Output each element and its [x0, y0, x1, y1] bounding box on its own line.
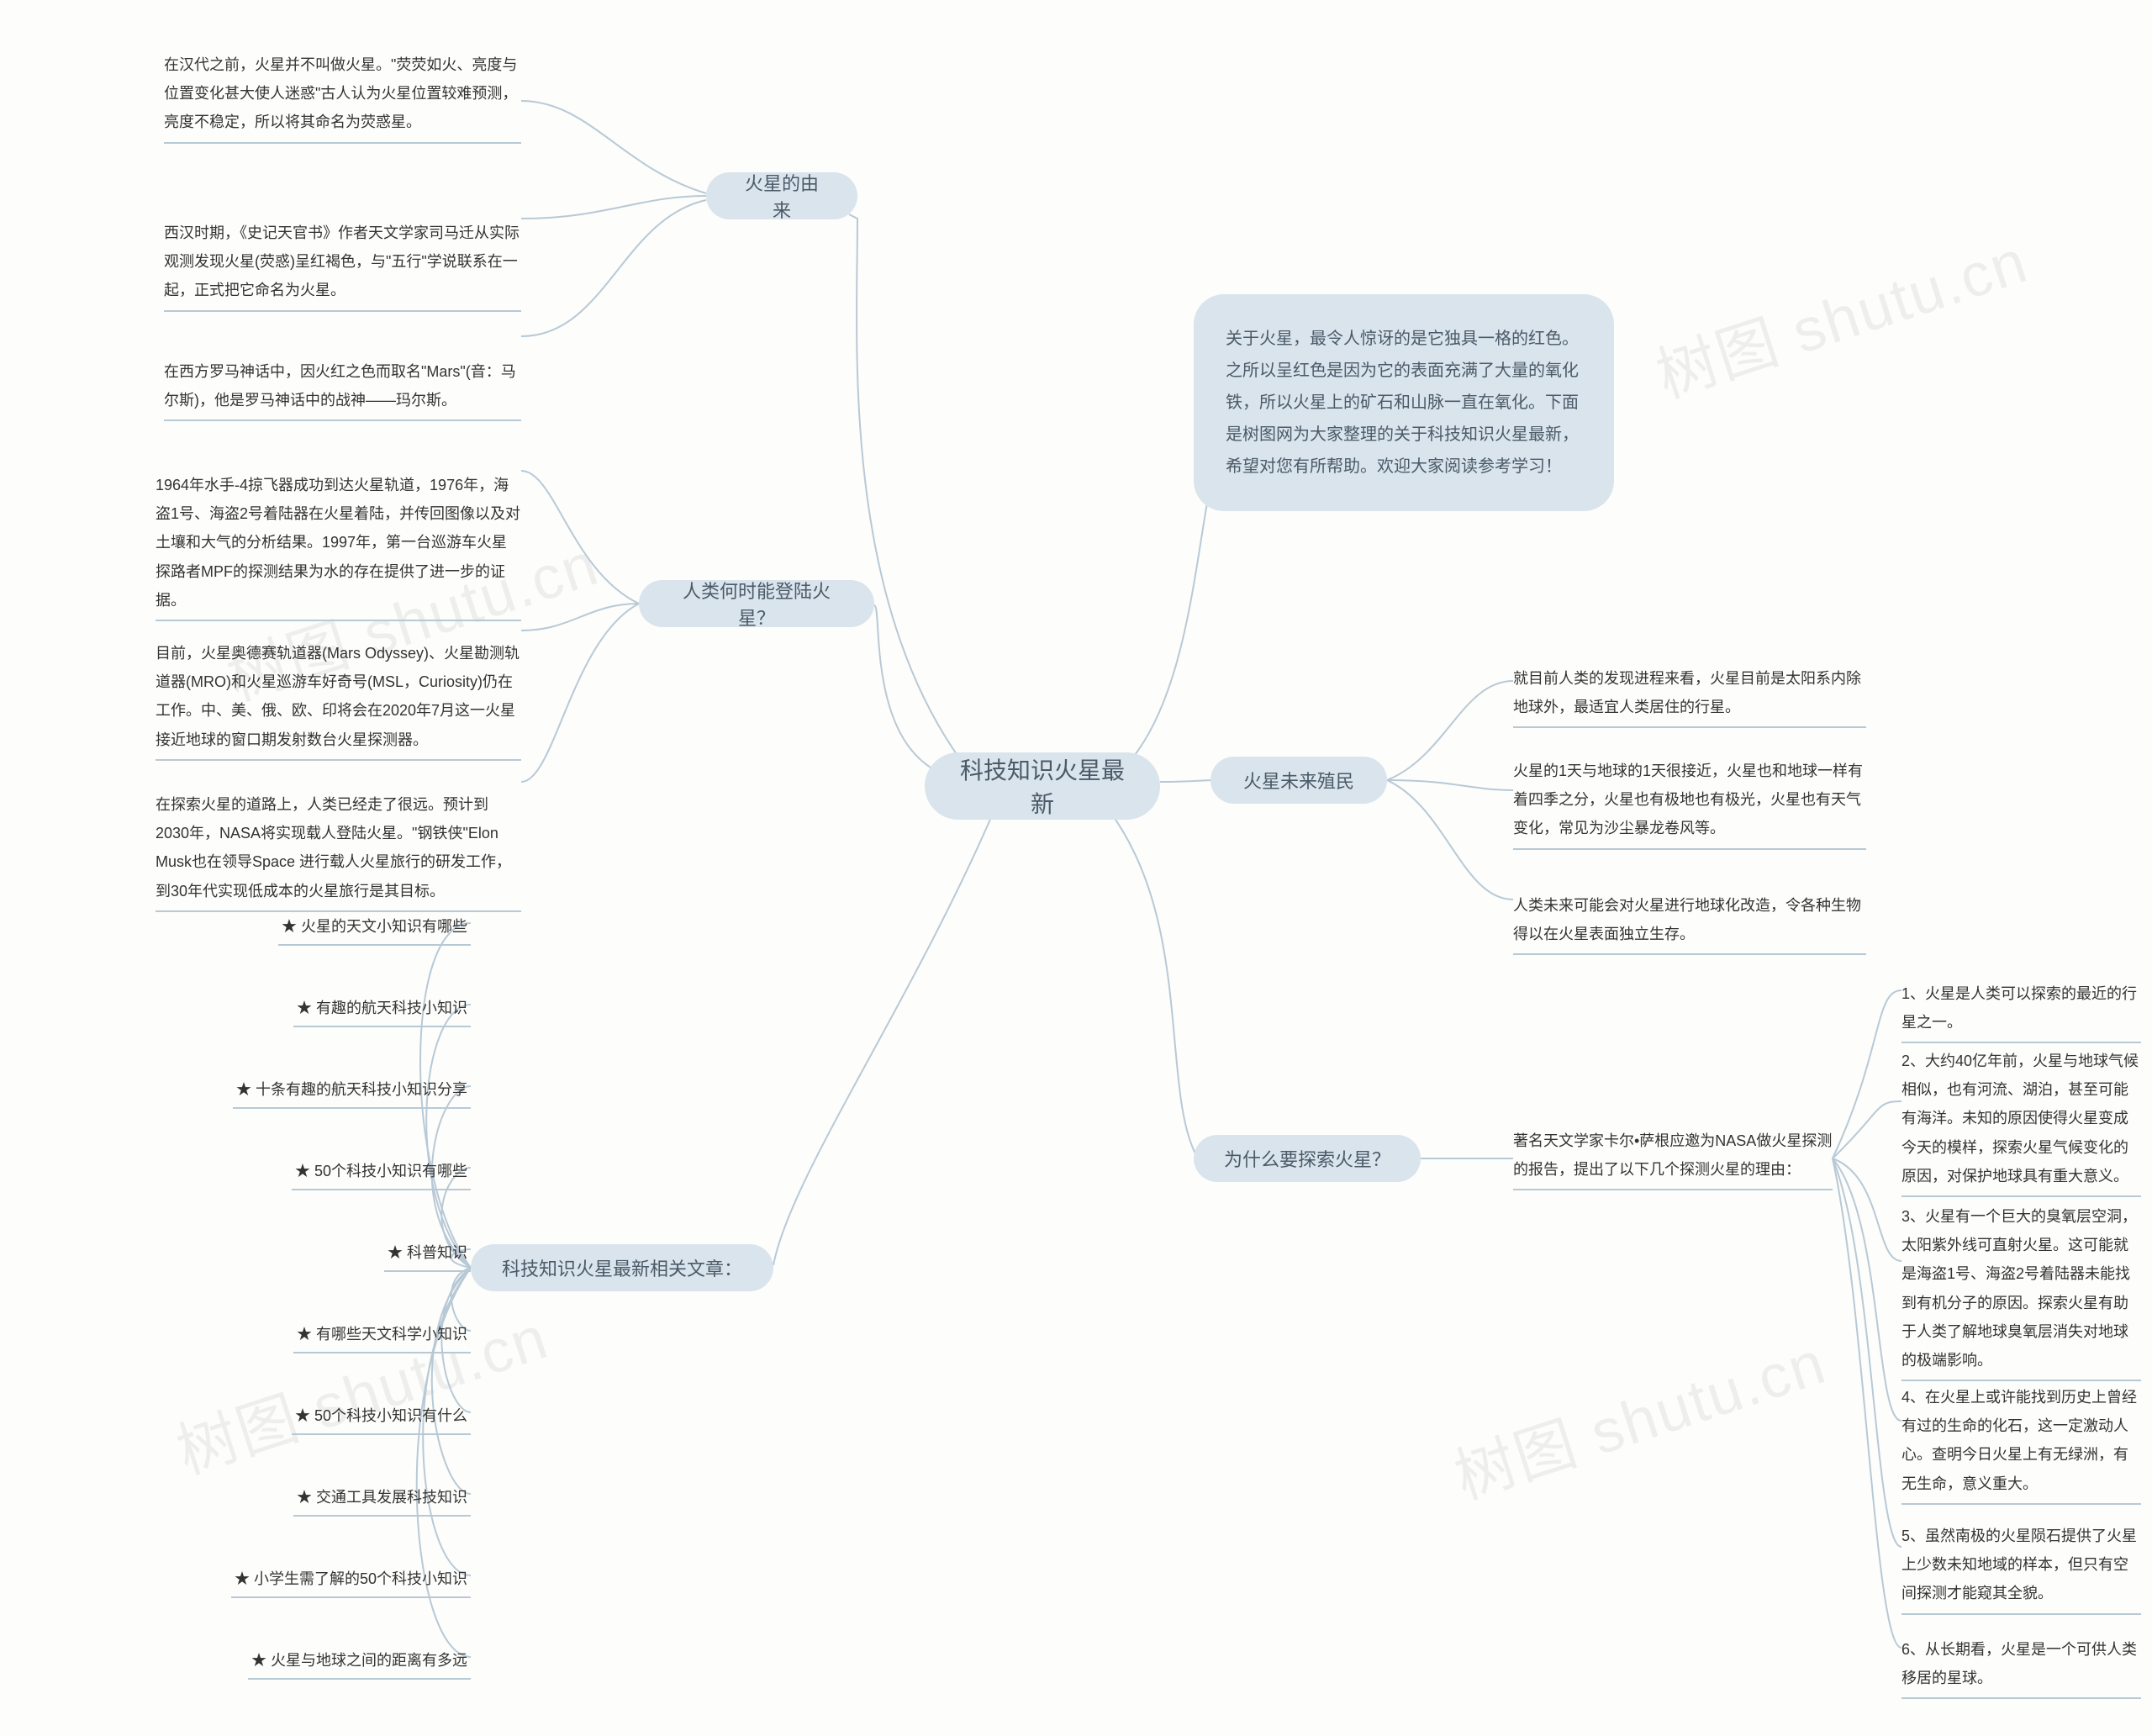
watermark: 树图 shutu.cn: [164, 1288, 557, 1491]
root-node[interactable]: 科技知识火星最新: [925, 752, 1160, 820]
leaf-text: 1964年水手-4掠飞器成功到达火星轨道，1976年，海盗1号、海盗2号着陆器在…: [156, 477, 520, 609]
leaf-text: 在西方罗马神话中，因火红之色而取名"Mars"(音：马尔斯)，他是罗马神话中的战…: [164, 363, 516, 409]
leaf-text: 著名天文学家卡尔•萨根应邀为NASA做火星探测的报告，提出了以下几个探测火星的理…: [1513, 1132, 1832, 1178]
leaf-text: ★ 有趣的航天科技小知识: [297, 1000, 467, 1016]
origin-leaf-2[interactable]: 在西方罗马神话中，因火红之色而取名"Mars"(音：马尔斯)，他是罗马神话中的战…: [164, 357, 521, 421]
origin-leaf-0[interactable]: 在汉代之前，火星并不叫做火星。"荧荧如火、亮度与位置变化甚大使人迷惑"古人认为火…: [164, 50, 521, 144]
explore-leaf-1[interactable]: 2、大约40亿年前，火星与地球气候相似，也有河流、湖泊，甚至可能有海洋。未知的原…: [1901, 1047, 2141, 1197]
leaf-text: ★ 交通工具发展科技知识: [297, 1489, 467, 1506]
related-leaf-7[interactable]: ★ 交通工具发展科技知识: [293, 1483, 471, 1517]
leaf-text: 4、在火星上或许能找到历史上曾经有过的生命的化石，这一定激动人心。查明今日火星上…: [1901, 1389, 2137, 1492]
leaf-text: 人类未来可能会对火星进行地球化改造，令各种生物得以在火星表面独立生存。: [1513, 897, 1861, 942]
leaf-text: ★ 十条有趣的航天科技小知识分享: [236, 1081, 467, 1098]
leaf-text: ★ 火星与地球之间的距离有多远: [251, 1652, 467, 1669]
branch-related[interactable]: 科技知识火星最新相关文章：: [471, 1244, 773, 1291]
intro-text: 关于火星，最令人惊讶的是它独具一格的红色。之所以呈红色是因为它的表面充满了大量的…: [1226, 330, 1579, 476]
origin-leaf-1[interactable]: 西汉时期，《史记天官书》作者天文学家司马迁从实际观测发现火星(荧惑)呈红褐色，与…: [164, 219, 521, 312]
explore-intro[interactable]: 著名天文学家卡尔•萨根应邀为NASA做火星探测的报告，提出了以下几个探测火星的理…: [1513, 1127, 1833, 1190]
leaf-text: 5、虽然南极的火星陨石提供了火星上少数未知地域的样本，但只有空间探测才能窥其全貌…: [1901, 1528, 2137, 1601]
colonize-leaf-2[interactable]: 人类未来可能会对火星进行地球化改造，令各种生物得以在火星表面独立生存。: [1513, 891, 1866, 955]
explore-leaf-2[interactable]: 3、火星有一个巨大的臭氧层空洞，太阳紫外线可直射火星。这可能就是海盗1号、海盗2…: [1901, 1202, 2141, 1381]
related-leaf-3[interactable]: ★ 50个科技小知识有哪些: [292, 1157, 471, 1190]
branch-colonize-title: 火星未来殖民: [1243, 767, 1354, 794]
leaf-text: 就目前人类的发现进程来看，火星目前是太阳系内除地球外，最适宜人类居住的行星。: [1513, 670, 1861, 715]
leaf-text: 火星的1天与地球的1天很接近，火星也和地球一样有着四季之分，火星也有极地也有极光…: [1513, 762, 1863, 836]
related-leaf-0[interactable]: ★ 火星的天文小知识有哪些: [278, 912, 471, 946]
branch-landing[interactable]: 人类何时能登陆火星？: [639, 580, 874, 627]
landing-leaf-1[interactable]: 目前，火星奥德赛轨道器(Mars Odyssey)、火星勘测轨道器(MRO)和火…: [156, 639, 521, 761]
root-title: 科技知识火星最新: [955, 752, 1130, 820]
landing-leaf-0[interactable]: 1964年水手-4掠飞器成功到达火星轨道，1976年，海盗1号、海盗2号着陆器在…: [156, 471, 521, 621]
watermark: 树图 shutu.cn: [1643, 212, 2037, 414]
leaf-text: 3、火星有一个巨大的臭氧层空洞，太阳紫外线可直射火星。这可能就是海盗1号、海盗2…: [1901, 1208, 2137, 1369]
branch-landing-title: 人类何时能登陆火星？: [669, 577, 844, 631]
leaf-text: 6、从长期看，火星是一个可供人类移居的星球。: [1901, 1641, 2137, 1686]
leaf-text: ★ 科普知识: [388, 1244, 467, 1261]
related-leaf-5[interactable]: ★ 有哪些天文科学小知识: [293, 1320, 471, 1353]
branch-explore-title: 为什么要探索火星？: [1224, 1145, 1390, 1172]
leaf-text: 西汉时期，《史记天官书》作者天文学家司马迁从实际观测发现火星(荧惑)呈红褐色，与…: [164, 224, 520, 298]
related-leaf-8[interactable]: ★ 小学生需了解的50个科技小知识: [231, 1565, 471, 1598]
leaf-text: 1、火星是人类可以探索的最近的行星之一。: [1901, 985, 2137, 1031]
landing-leaf-2[interactable]: 在探索火星的道路上，人类已经走了很远。预计到2030年，NASA将实现载人登陆火…: [156, 790, 521, 912]
explore-leaf-4[interactable]: 5、虽然南极的火星陨石提供了火星上少数未知地域的样本，但只有空间探测才能窥其全貌…: [1901, 1522, 2141, 1615]
leaf-text: 目前，火星奥德赛轨道器(Mars Odyssey)、火星勘测轨道器(MRO)和火…: [156, 645, 520, 748]
related-leaf-9[interactable]: ★ 火星与地球之间的距离有多远: [248, 1646, 471, 1680]
colonize-leaf-1[interactable]: 火星的1天与地球的1天很接近，火星也和地球一样有着四季之分，火星也有极地也有极光…: [1513, 757, 1866, 850]
leaf-text: 在汉代之前，火星并不叫做火星。"荧荧如火、亮度与位置变化甚大使人迷惑"古人认为火…: [164, 56, 517, 130]
related-leaf-6[interactable]: ★ 50个科技小知识有什么: [292, 1401, 471, 1435]
mindmap-canvas: 树图 shutu.cn 树图 shutu.cn 树图 shutu.cn 树图 s…: [0, 0, 2152, 1736]
branch-related-title: 科技知识火星最新相关文章：: [502, 1254, 742, 1281]
explore-leaf-3[interactable]: 4、在火星上或许能找到历史上曾经有过的生命的化石，这一定激动人心。查明今日火星上…: [1901, 1383, 2141, 1505]
explore-leaf-0[interactable]: 1、火星是人类可以探索的最近的行星之一。: [1901, 979, 2141, 1043]
related-leaf-4[interactable]: ★ 科普知识: [384, 1238, 471, 1272]
leaf-text: 在探索火星的道路上，人类已经走了很远。预计到2030年，NASA将实现载人登陆火…: [156, 796, 511, 900]
related-leaf-2[interactable]: ★ 十条有趣的航天科技小知识分享: [233, 1075, 471, 1109]
branch-origin-title: 火星的由来: [736, 169, 827, 223]
branch-colonize[interactable]: 火星未来殖民: [1210, 757, 1387, 804]
related-leaf-1[interactable]: ★ 有趣的航天科技小知识: [293, 994, 471, 1027]
branch-origin[interactable]: 火星的由来: [706, 172, 857, 219]
leaf-text: ★ 50个科技小知识有哪些: [295, 1163, 467, 1179]
watermark: 树图 shutu.cn: [1442, 1313, 1835, 1516]
explore-leaf-5[interactable]: 6、从长期看，火星是一个可供人类移居的星球。: [1901, 1635, 2141, 1699]
leaf-text: ★ 50个科技小知识有什么: [295, 1407, 467, 1424]
intro-node[interactable]: 关于火星，最令人惊讶的是它独具一格的红色。之所以呈红色是因为它的表面充满了大量的…: [1194, 294, 1614, 511]
leaf-text: ★ 火星的天文小知识有哪些: [282, 918, 467, 935]
leaf-text: ★ 有哪些天文科学小知识: [297, 1326, 467, 1343]
colonize-leaf-0[interactable]: 就目前人类的发现进程来看，火星目前是太阳系内除地球外，最适宜人类居住的行星。: [1513, 664, 1866, 728]
branch-explore[interactable]: 为什么要探索火星？: [1194, 1135, 1421, 1182]
leaf-text: 2、大约40亿年前，火星与地球气候相似，也有河流、湖泊，甚至可能有海洋。未知的原…: [1901, 1053, 2139, 1185]
leaf-text: ★ 小学生需了解的50个科技小知识: [235, 1570, 467, 1587]
